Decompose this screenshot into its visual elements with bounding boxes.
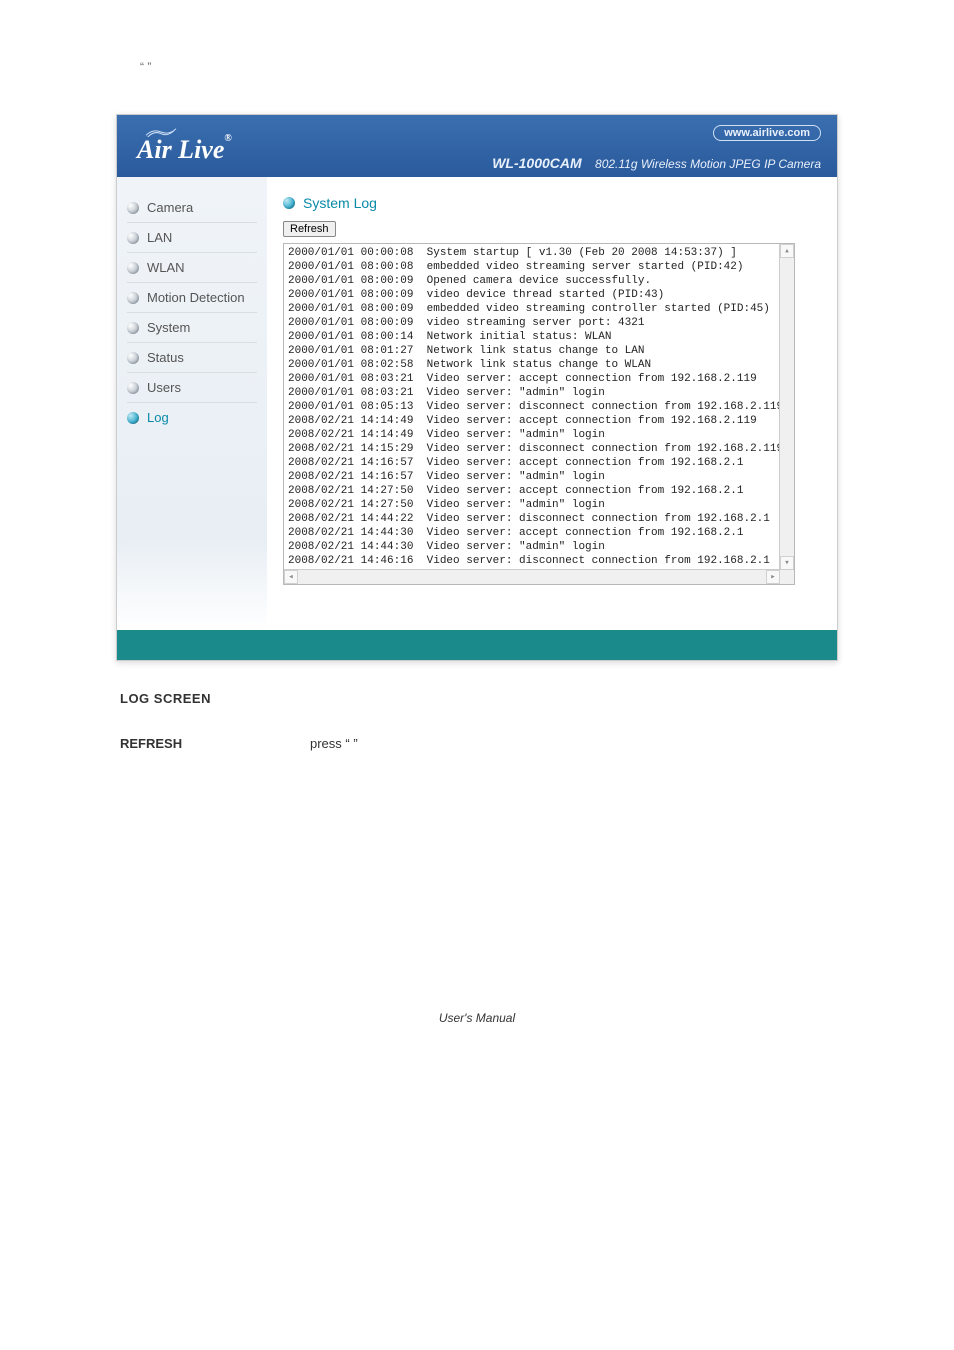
sidebar-divider [127,402,257,403]
sidebar-item-motion-detection[interactable]: Motion Detection [117,285,267,310]
bullet-icon [127,322,139,334]
bullet-icon [127,292,139,304]
sidebar-item-label: WLAN [147,260,185,275]
sidebar-divider [127,372,257,373]
section-title: System Log [283,195,821,211]
screenshot-frame: Air Live® www.airlive.com WL-1000CAM 802… [116,114,838,661]
sidebar-divider [127,282,257,283]
refresh-button[interactable]: Refresh [283,221,336,237]
product-model: WL-1000CAM [492,155,581,171]
log-box: 2000/01/01 00:00:08 System startup [ v1.… [283,243,795,585]
bullet-icon [127,382,139,394]
footer-bar [117,630,837,660]
bullet-icon [127,202,139,214]
sidebar-divider [127,222,257,223]
sidebar-item-label: Camera [147,200,193,215]
bullet-icon [283,197,295,209]
refresh-desc-label: REFRESH [120,736,310,751]
scroll-down-arrow-icon[interactable]: ▾ [780,556,794,570]
logo-reg: ® [224,133,231,144]
sidebar-item-log[interactable]: Log [117,405,267,430]
sidebar-item-label: Motion Detection [147,290,245,305]
bullet-icon [127,352,139,364]
scroll-left-arrow-icon[interactable]: ◂ [284,570,298,584]
sidebar-item-lan[interactable]: LAN [117,225,267,250]
sidebar: Camera LAN WLAN Motion Detection System Statu… [117,177,267,630]
intro-text: “ ” [60,60,894,74]
product-line: WL-1000CAM 802.11g Wireless Motion JPEG … [492,155,821,171]
sidebar-item-label: Status [147,350,184,365]
sidebar-item-users[interactable]: Users [117,375,267,400]
content-area: System Log Refresh 2000/01/01 00:00:08 S… [267,177,837,630]
airlive-logo: Air Live® [137,125,232,165]
sidebar-item-label: Log [147,410,169,425]
url-pill: www.airlive.com [713,125,821,141]
wifi-wave-icon [141,127,181,137]
sidebar-divider [127,252,257,253]
sidebar-item-label: LAN [147,230,172,245]
logo-text: Air Live [137,135,224,164]
manual-footer: User's Manual [60,1011,894,1025]
screenshot-caption: LOG SCREEN [120,691,894,706]
section-title-text: System Log [303,195,377,211]
screenshot-header: Air Live® www.airlive.com WL-1000CAM 802… [117,115,837,177]
horizontal-scrollbar[interactable]: ◂ ▸ [284,569,794,584]
bullet-icon [127,232,139,244]
refresh-description-row: REFRESH press “ ” [120,736,894,751]
sidebar-item-label: Users [147,380,181,395]
sidebar-item-status[interactable]: Status [117,345,267,370]
sidebar-divider [127,312,257,313]
sidebar-item-system[interactable]: System [117,315,267,340]
sidebar-item-label: System [147,320,190,335]
sidebar-item-wlan[interactable]: WLAN [117,255,267,280]
vertical-scrollbar[interactable]: ▴ ▾ [779,244,794,570]
log-content: 2000/01/01 00:00:08 System startup [ v1.… [284,244,794,584]
refresh-desc-text: press “ ” [310,736,358,751]
bullet-icon [127,412,139,424]
scroll-right-arrow-icon[interactable]: ▸ [766,570,780,584]
bullet-icon [127,262,139,274]
product-desc: 802.11g Wireless Motion JPEG IP Camera [595,157,821,171]
sidebar-item-camera[interactable]: Camera [117,195,267,220]
sidebar-divider [127,342,257,343]
scroll-up-arrow-icon[interactable]: ▴ [780,244,794,258]
